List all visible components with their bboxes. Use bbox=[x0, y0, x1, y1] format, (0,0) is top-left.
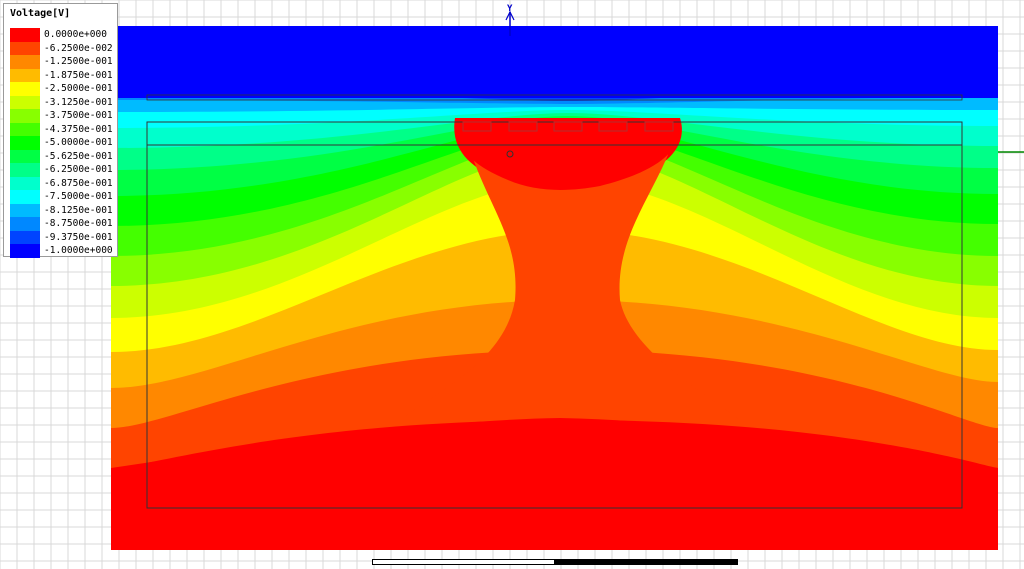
legend-entry: -5.0000e-001 bbox=[10, 136, 118, 150]
legend-label: -6.8750e-001 bbox=[44, 177, 113, 189]
legend-label: -3.7500e-001 bbox=[44, 110, 113, 121]
legend-label: 0.0000e+000 bbox=[44, 29, 107, 40]
legend-swatch bbox=[10, 109, 40, 123]
legend-label: -5.6250e-001 bbox=[44, 150, 113, 162]
legend-label: -8.1250e-001 bbox=[44, 204, 113, 216]
electrode-outline bbox=[508, 121, 538, 132]
legend-entry: -1.2500e-001 bbox=[10, 55, 118, 69]
legend-label: -6.2500e-002 bbox=[44, 42, 113, 54]
scale-bar-black-segment bbox=[555, 559, 738, 565]
electrode-outline bbox=[598, 121, 628, 132]
electrode-outline bbox=[644, 121, 674, 132]
legend-entry: -2.5000e-001 bbox=[10, 82, 118, 96]
scale-bar-white-segment bbox=[372, 559, 555, 565]
legend-swatch bbox=[10, 55, 40, 69]
origin-marker-icon bbox=[506, 150, 514, 158]
legend-label: -4.3750e-001 bbox=[44, 123, 113, 135]
contour-band bbox=[111, 26, 140, 90]
legend-label: -1.2500e-001 bbox=[44, 56, 113, 67]
legend-swatch bbox=[10, 28, 40, 42]
legend-entry: -1.0000e+000 bbox=[10, 244, 118, 258]
legend-swatch bbox=[10, 68, 40, 82]
legend-entry: -8.7500e-001 bbox=[10, 217, 118, 231]
legend-entry: -5.6250e-001 bbox=[10, 149, 118, 163]
legend-label: -1.0000e+000 bbox=[44, 245, 113, 256]
legend-swatch bbox=[10, 217, 40, 231]
legend-entry: -8.1250e-001 bbox=[10, 203, 118, 217]
legend-swatch bbox=[10, 82, 40, 96]
legend-label: -9.3750e-001 bbox=[44, 231, 113, 243]
y-axis-label: Y bbox=[507, 4, 513, 14]
legend-label: -6.2500e-001 bbox=[44, 164, 113, 175]
contour-band bbox=[111, 26, 998, 98]
legend-entry: -3.1250e-001 bbox=[10, 95, 118, 109]
legend-swatch bbox=[10, 163, 40, 177]
legend-label: -5.0000e-001 bbox=[44, 137, 113, 148]
electrode-outline bbox=[553, 121, 583, 132]
legend-swatch bbox=[10, 122, 40, 136]
voltage-legend: Voltage[V] 0.0000e+000 -6.2500e-002 -1.250… bbox=[3, 3, 118, 258]
legend-label: -7.5000e-001 bbox=[44, 191, 113, 202]
top-layer-outline bbox=[146, 94, 963, 101]
legend-swatch bbox=[10, 203, 40, 217]
y-axis-arrow-icon bbox=[505, 10, 515, 21]
legend-swatch bbox=[10, 41, 40, 55]
legend-swatch bbox=[10, 176, 40, 190]
legend-label: -8.7500e-001 bbox=[44, 218, 113, 229]
electrode-outline bbox=[462, 121, 492, 132]
legend-entry: -7.5000e-001 bbox=[10, 190, 118, 204]
legend-entry: -3.7500e-001 bbox=[10, 109, 118, 123]
legend-entry: -9.3750e-001 bbox=[10, 230, 118, 244]
legend-swatch bbox=[10, 244, 40, 258]
legend-swatch bbox=[10, 149, 40, 163]
legend-swatch bbox=[10, 95, 40, 109]
legend-swatch bbox=[10, 136, 40, 150]
legend-label: -2.5000e-001 bbox=[44, 83, 113, 94]
legend-swatch bbox=[10, 190, 40, 204]
bottom-region bbox=[111, 418, 998, 550]
legend-label: -3.1250e-001 bbox=[44, 96, 113, 108]
legend-entry: -4.3750e-001 bbox=[10, 122, 118, 136]
legend-entry: -6.8750e-001 bbox=[10, 176, 118, 190]
legend-entry: -6.2500e-001 bbox=[10, 163, 118, 177]
legend-swatch bbox=[10, 230, 40, 244]
scale-bar bbox=[372, 559, 738, 565]
legend-entry: -6.2500e-002 bbox=[10, 41, 118, 55]
neck-region bbox=[400, 150, 740, 420]
legend-label: -1.8750e-001 bbox=[44, 69, 113, 81]
legend-entry: 0.0000e+000 bbox=[10, 28, 118, 42]
legend-entry: -1.8750e-001 bbox=[10, 68, 118, 82]
legend-title: Voltage[V] bbox=[10, 8, 71, 19]
electrode-lobe bbox=[457, 120, 680, 190]
